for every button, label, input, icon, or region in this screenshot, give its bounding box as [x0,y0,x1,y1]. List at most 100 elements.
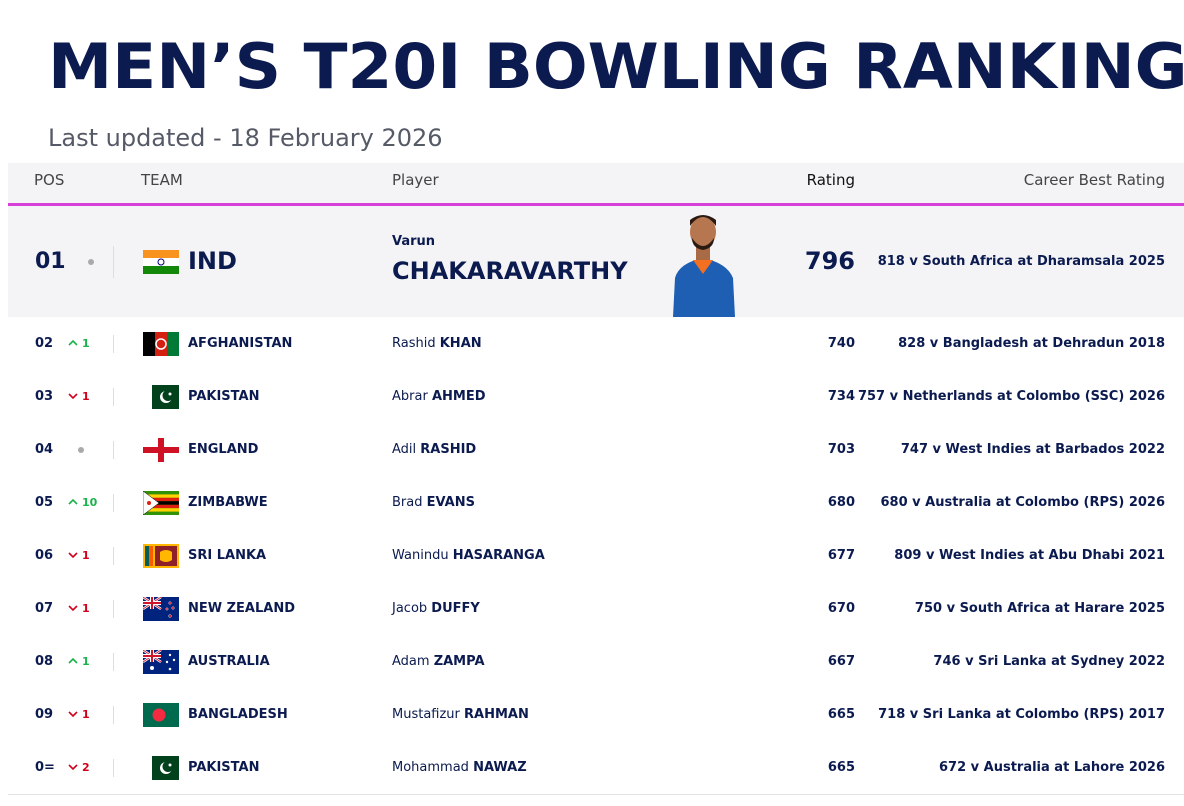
separator [113,706,114,724]
flag [143,438,179,462]
table-header: POS TEAM Player Rating Career Best Ratin… [8,163,1184,206]
movement: 10 [82,496,98,509]
player-first-name: Jacob [392,601,428,616]
table-row: 04 ENGLAND Adil RASHID 703 747 v West In… [8,423,1184,477]
separator [113,600,114,618]
separator [113,653,114,671]
flag [143,491,179,515]
player-photo [673,215,735,317]
player-first-name: Adil [392,442,417,457]
column-header: Career Best Rating [1023,171,1165,189]
movement-down: 1 [68,582,90,635]
movement: 1 [82,655,90,668]
rating: 665 [827,707,855,722]
player-last-name: RASHID [420,442,477,457]
flag [143,703,179,727]
table-row: 07 1 NEW ZEALAND Jacob DUFFY 670 750 v S… [8,582,1184,636]
position: 07 [35,601,54,616]
table-row: 09 1 BANGLADESH Mustafizur RAHMAN 665 71… [8,688,1184,742]
player-first-name: Rashid [392,336,436,351]
team: AUSTRALIA [188,654,270,669]
separator [113,246,114,278]
movement-up: 10 [68,476,97,529]
movement-up: 1 [68,317,90,370]
position: 04 [35,442,54,457]
career-best: 818 v South Africa at Dharamsala 2025 [877,254,1165,269]
movement: 1 [82,602,90,615]
position: 09 [35,707,54,722]
player: Adil RASHID [392,423,476,476]
movement: 1 [82,390,90,403]
position: 08 [35,654,54,669]
rating: 796 [804,247,855,275]
team: AFGHANISTAN [188,336,293,351]
player-last-name: KHAN [439,336,482,351]
player-last-name: EVANS [426,495,475,510]
player: Abrar AHMED [392,370,486,423]
flag [143,597,179,621]
movement-down: 1 [68,370,90,423]
flag [143,756,179,780]
flag [143,544,179,568]
table-row: 0= 2 PAKISTAN Mohammad NAWAZ 665 672 v A… [8,741,1184,795]
position: 01 [35,249,66,274]
career-best: 746 v Sri Lanka at Sydney 2022 [933,654,1165,669]
player-last-name: RAHMAN [464,707,529,722]
flag [143,385,179,409]
subtitle: Last updated - 18 February 2026 [48,124,443,152]
column-header: Rating [806,171,855,189]
movement-down: 1 [68,688,90,741]
rating: 703 [827,442,855,457]
career-best: 718 v Sri Lanka at Colombo (RPS) 2017 [878,707,1165,722]
table-row: 02 1 AFGHANISTAN Rashid KHAN 740 828 v B… [8,317,1184,371]
movement: 1 [82,549,90,562]
rating: 740 [827,336,855,351]
rating: 734 [827,389,855,404]
player: Mustafizur RAHMAN [392,688,529,741]
flag [143,332,179,356]
career-best: 809 v West Indies at Abu Dhabi 2021 [894,548,1165,563]
table-row: 08 1 AUSTRALIA Adam ZAMPA 667 746 v Sri … [8,635,1184,689]
movement-up: 1 [68,635,90,688]
player-first-name: Adam [392,654,430,669]
player: Brad EVANS [392,476,475,529]
table-row: 05 10 ZIMBABWE Brad EVANS 680 680 v Aust… [8,476,1184,530]
separator [113,335,114,353]
team: PAKISTAN [188,760,260,775]
column-header: POS [34,171,65,189]
movement: 2 [82,761,90,774]
career-best: 672 v Australia at Lahore 2026 [938,760,1165,775]
player: Rashid KHAN [392,317,482,370]
player-last-name: HASARANGA [452,548,545,563]
career-best: 828 v Bangladesh at Dehradun 2018 [898,336,1165,351]
player: Mohammad NAWAZ [392,741,527,794]
player: Jacob DUFFY [392,582,480,635]
team: PAKISTAN [188,389,260,404]
separator [113,494,114,512]
player-first-name: Mohammad [392,760,469,775]
player-last-name: DUFFY [431,601,480,616]
movement: 1 [82,708,90,721]
column-header: TEAM [141,171,183,189]
rating: 680 [827,495,855,510]
separator [113,441,114,459]
player-last-name: NAWAZ [473,760,527,775]
position: 0= [35,760,55,775]
position: 02 [35,336,54,351]
player: Adam ZAMPA [392,635,485,688]
career-best: 750 v South Africa at Harare 2025 [914,601,1165,616]
flag [143,650,179,674]
rating: 667 [827,654,855,669]
team: IND [188,247,237,275]
table-row: 03 1 PAKISTAN Abrar AHMED 734 757 v Neth… [8,370,1184,424]
player: Wanindu HASARANGA [392,529,545,582]
player-last-name: AHMED [431,389,486,404]
team: ENGLAND [188,442,259,457]
rating: 677 [827,548,855,563]
column-header: Player [392,171,439,189]
player-last-name: CHAKARAVARTHY [392,257,628,285]
career-best: 680 v Australia at Colombo (RPS) 2026 [880,495,1166,510]
position: 06 [35,548,54,563]
player-last-name: ZAMPA [433,654,485,669]
